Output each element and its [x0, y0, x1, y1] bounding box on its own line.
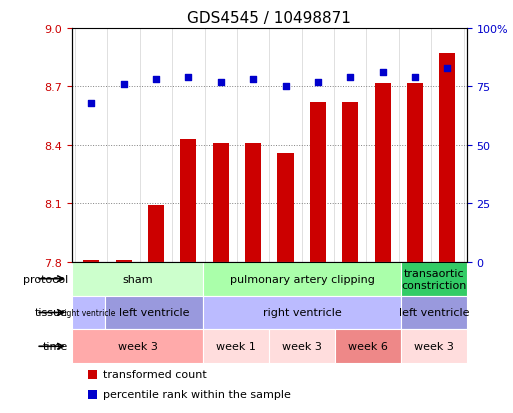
Bar	[374, 83, 391, 262]
Bar	[245, 144, 261, 262]
Bar	[335, 330, 401, 363]
Bar	[269, 330, 335, 363]
Bar	[407, 83, 423, 262]
Bar	[310, 103, 326, 262]
Text: week 3: week 3	[414, 342, 454, 351]
Point	[216, 79, 225, 86]
Point	[152, 77, 160, 83]
Point	[379, 70, 387, 76]
Point	[184, 75, 192, 81]
Bar	[204, 262, 401, 296]
Bar	[88, 390, 97, 399]
Bar	[204, 296, 401, 330]
Text: week 3: week 3	[117, 342, 157, 351]
Bar	[105, 296, 204, 330]
Point	[87, 100, 95, 107]
Point	[282, 84, 290, 90]
Bar	[439, 54, 456, 262]
Text: week 1: week 1	[216, 342, 256, 351]
Text: protocol: protocol	[23, 274, 68, 284]
Bar	[88, 370, 97, 379]
Bar	[72, 262, 204, 296]
Bar	[180, 140, 196, 262]
Bar	[115, 260, 132, 262]
Text: tissue: tissue	[35, 308, 68, 318]
Text: percentile rank within the sample: percentile rank within the sample	[104, 389, 291, 399]
Text: transformed count: transformed count	[104, 370, 207, 380]
Bar	[342, 103, 359, 262]
Bar	[83, 260, 100, 262]
Bar	[213, 144, 229, 262]
Bar	[204, 330, 269, 363]
Point	[443, 65, 451, 72]
Point	[314, 79, 322, 86]
Text: week 3: week 3	[282, 342, 322, 351]
Title: GDS4545 / 10498871: GDS4545 / 10498871	[187, 12, 351, 26]
Bar	[401, 330, 467, 363]
Point	[120, 82, 128, 88]
Bar	[72, 296, 105, 330]
Text: left ventricle: left ventricle	[119, 308, 189, 318]
Point	[411, 75, 419, 81]
Text: left ventricle: left ventricle	[399, 308, 469, 318]
Bar	[278, 153, 293, 262]
Text: transaortic
constriction: transaortic constriction	[401, 268, 467, 290]
Bar	[401, 296, 467, 330]
Text: pulmonary artery clipping: pulmonary artery clipping	[230, 274, 374, 284]
Bar	[148, 206, 164, 262]
Text: time: time	[43, 342, 68, 351]
Text: right ventricle: right ventricle	[61, 308, 115, 317]
Text: week 6: week 6	[348, 342, 388, 351]
Bar	[401, 262, 467, 296]
Text: right ventricle: right ventricle	[263, 308, 342, 318]
Text: sham: sham	[122, 274, 153, 284]
Bar	[72, 330, 204, 363]
Point	[249, 77, 257, 83]
Point	[346, 75, 354, 81]
